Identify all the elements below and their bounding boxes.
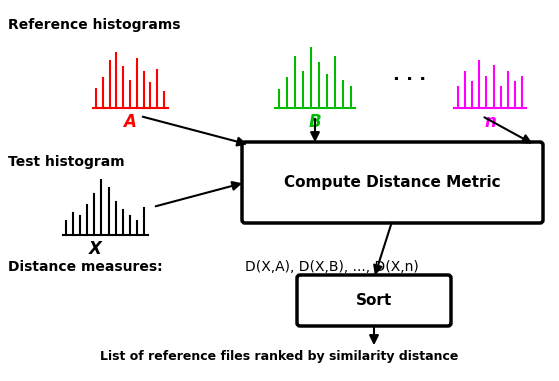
Text: Sort: Sort — [356, 293, 392, 308]
Text: . . .: . . . — [394, 66, 427, 84]
FancyBboxPatch shape — [242, 142, 543, 223]
Text: A: A — [124, 113, 136, 131]
Text: n: n — [484, 113, 496, 131]
Text: D(X,A), D(X,B), ..., D(X,n): D(X,A), D(X,B), ..., D(X,n) — [245, 260, 419, 274]
Text: List of reference files ranked by similarity distance: List of reference files ranked by simila… — [100, 350, 458, 363]
FancyBboxPatch shape — [297, 275, 451, 326]
Text: Reference histograms: Reference histograms — [8, 18, 181, 32]
Text: Compute Distance Metric: Compute Distance Metric — [284, 175, 501, 190]
Text: B: B — [309, 113, 321, 131]
Text: Distance measures:: Distance measures: — [8, 260, 163, 274]
Text: X: X — [88, 240, 101, 258]
Text: Test histogram: Test histogram — [8, 155, 125, 169]
